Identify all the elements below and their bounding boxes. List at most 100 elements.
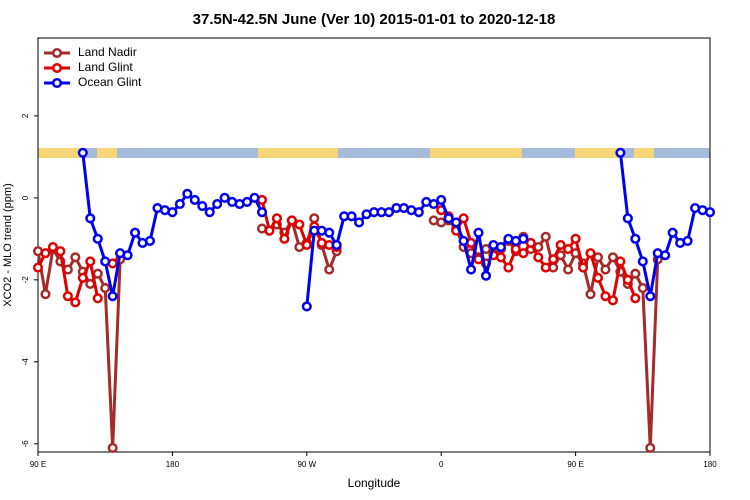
data-point xyxy=(92,233,103,244)
data-point xyxy=(548,254,559,265)
data-point xyxy=(40,289,51,300)
data-point xyxy=(622,213,633,224)
data-point xyxy=(256,207,268,218)
data-point xyxy=(40,248,51,259)
x-tick-label: 90 W xyxy=(297,460,316,469)
data-point xyxy=(615,147,626,158)
data-point xyxy=(346,211,357,222)
data-point xyxy=(130,227,141,238)
y-axis-label: XCO2 - MLO trend (ppm) xyxy=(2,183,14,306)
y-tick-label: -4 xyxy=(21,358,30,366)
data-point xyxy=(122,250,133,261)
chart-title: 37.5N-42.5N June (Ver 10) 2015-01-01 to … xyxy=(193,11,556,28)
data-point xyxy=(578,262,589,273)
data-point xyxy=(480,270,492,281)
data-point xyxy=(518,233,529,244)
data-point xyxy=(92,293,103,304)
data-point xyxy=(630,293,641,304)
y-tick-label: -2 xyxy=(21,276,30,284)
data-point xyxy=(301,239,312,251)
data-point xyxy=(592,272,604,283)
data-point xyxy=(204,207,215,218)
data-point xyxy=(667,227,678,238)
data-point xyxy=(85,256,96,267)
data-point xyxy=(436,194,447,205)
plot-frame xyxy=(37,37,711,453)
data-point xyxy=(100,282,111,294)
data-point xyxy=(174,198,185,210)
data-point xyxy=(473,227,484,238)
data-point xyxy=(189,194,200,205)
y-tick-label: 0 xyxy=(21,195,30,200)
data-point xyxy=(47,241,58,253)
data-point xyxy=(264,225,275,236)
land-strip xyxy=(575,148,620,158)
land-strip xyxy=(634,148,654,158)
land-strip xyxy=(97,148,117,158)
data-point xyxy=(107,291,118,302)
data-point xyxy=(354,217,365,228)
data-point xyxy=(563,244,574,255)
data-point xyxy=(212,198,223,210)
data-point xyxy=(70,297,81,308)
data-point xyxy=(324,227,335,238)
legend-marker xyxy=(51,77,63,89)
data-point xyxy=(600,264,611,275)
data-point xyxy=(615,256,626,267)
data-point xyxy=(540,231,551,242)
legend-label: Land Glint xyxy=(78,60,133,74)
y-tick-label: -6 xyxy=(21,440,30,448)
data-point xyxy=(660,250,671,261)
legend-marker xyxy=(51,62,63,74)
data-point xyxy=(197,201,208,212)
data-point xyxy=(301,301,312,312)
data-point xyxy=(92,268,103,279)
data-point xyxy=(107,442,118,453)
data-point xyxy=(249,192,260,203)
data-point xyxy=(324,264,335,275)
data-point xyxy=(167,207,178,218)
data-point xyxy=(70,252,81,263)
data-point xyxy=(242,196,253,208)
data-point xyxy=(466,264,477,275)
data-point xyxy=(286,215,297,226)
data-point xyxy=(428,198,439,210)
data-point xyxy=(62,291,73,302)
data-point xyxy=(630,268,641,279)
data-point xyxy=(495,252,506,263)
ocean-strip xyxy=(38,148,710,158)
data-point xyxy=(704,207,716,218)
data-point xyxy=(77,147,88,158)
data-point xyxy=(182,188,193,199)
data-point xyxy=(540,262,551,273)
data-point xyxy=(495,241,506,253)
land-mask-strip xyxy=(38,148,710,158)
x-tick-label: 0 xyxy=(439,460,444,469)
data-point xyxy=(443,213,454,224)
data-point xyxy=(607,252,618,263)
data-point xyxy=(563,264,574,275)
data-point xyxy=(645,442,656,453)
data-point xyxy=(55,246,66,257)
land-strip xyxy=(258,148,338,158)
x-tick-label: 90 E xyxy=(30,460,46,469)
land-strip xyxy=(38,148,83,158)
data-point xyxy=(77,272,88,283)
land-strip xyxy=(430,148,522,158)
y-tick-label: 2 xyxy=(21,113,30,118)
data-point xyxy=(630,233,641,244)
data-point xyxy=(309,213,320,224)
data-point xyxy=(144,235,156,246)
data-point xyxy=(600,291,611,302)
data-point xyxy=(451,217,462,228)
x-tick-label: 180 xyxy=(703,460,717,469)
x-axis-label: Longitude xyxy=(348,476,401,490)
data-point xyxy=(525,237,536,249)
data-point xyxy=(279,233,290,244)
data-point xyxy=(533,252,544,263)
data-point xyxy=(503,262,514,273)
data-point xyxy=(645,291,656,302)
data-point xyxy=(85,213,96,224)
data-point xyxy=(100,256,111,267)
